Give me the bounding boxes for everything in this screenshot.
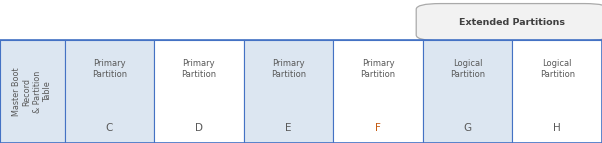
Text: Logical
Partition: Logical Partition bbox=[450, 59, 485, 79]
Bar bbox=[64, 40, 154, 143]
Text: Logical
Partition: Logical Partition bbox=[539, 59, 575, 79]
Text: Master Boot
Record
& Partition
Table: Master Boot Record & Partition Table bbox=[12, 67, 52, 116]
Text: C: C bbox=[105, 123, 113, 133]
Text: F: F bbox=[375, 123, 381, 133]
Text: Primary
Partition: Primary Partition bbox=[92, 59, 127, 79]
Text: Extended Partitions: Extended Partitions bbox=[459, 18, 565, 27]
Text: D: D bbox=[195, 123, 203, 133]
Text: Primary
Partition: Primary Partition bbox=[361, 59, 396, 79]
FancyBboxPatch shape bbox=[416, 4, 602, 41]
Text: E: E bbox=[285, 123, 292, 133]
Text: G: G bbox=[464, 123, 472, 133]
Bar bbox=[423, 40, 512, 143]
Text: Primary
Partition: Primary Partition bbox=[271, 59, 306, 79]
Bar bbox=[244, 40, 334, 143]
Bar bbox=[0, 40, 64, 143]
Text: Primary
Partition: Primary Partition bbox=[181, 59, 217, 79]
Bar bbox=[512, 40, 602, 143]
Bar bbox=[154, 40, 244, 143]
Bar bbox=[0, 40, 602, 143]
Text: H: H bbox=[553, 123, 561, 133]
Bar bbox=[334, 40, 423, 143]
